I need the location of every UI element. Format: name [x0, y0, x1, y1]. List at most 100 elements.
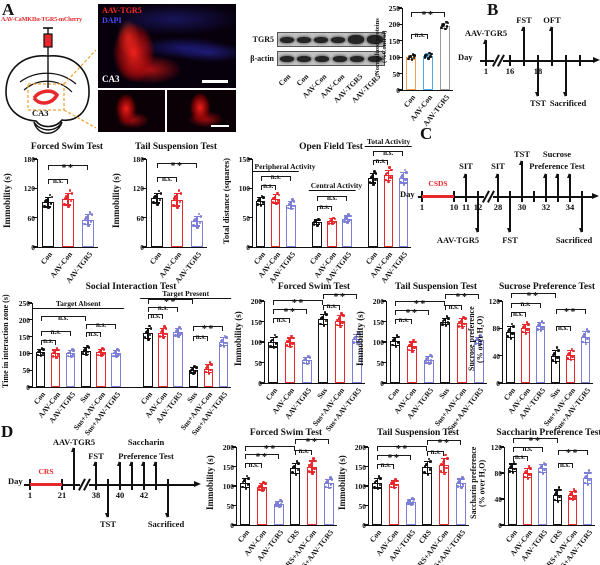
data-point: [406, 57, 410, 61]
data-point: [49, 202, 53, 206]
data-point: [430, 355, 434, 358]
bar-Con: [35, 352, 46, 387]
data-point: [295, 460, 299, 463]
error-bar-cap: [37, 349, 44, 351]
significance-label: **: [526, 291, 540, 303]
error-bar-cap: [425, 355, 432, 357]
data-point: [194, 369, 197, 373]
data-point: [457, 481, 460, 484]
data-point: [512, 460, 516, 464]
data-point: [444, 453, 447, 457]
significance-bracket: [295, 449, 312, 455]
data-point: [397, 335, 400, 339]
timeline-tick: [557, 191, 559, 203]
data-point: [279, 503, 283, 506]
y-tick-label: 50: [254, 358, 263, 368]
data-point: [275, 335, 278, 339]
data-point: [572, 488, 576, 491]
bar-AAV-Con: [271, 198, 281, 247]
timeline-tick: [465, 191, 467, 203]
data-point: [414, 340, 417, 344]
event-arrow: [523, 27, 525, 58]
significance-label: **: [395, 444, 409, 456]
data-point: [332, 216, 335, 220]
timeline-experiment-b: Day AAV-TGR5 FST OFT 1 16 18 TST Sacrificed: [452, 14, 600, 126]
y-tick-label: 100: [372, 338, 384, 347]
data-point: [572, 349, 575, 353]
timeline-text: 34: [565, 202, 575, 212]
significance-bracket: [157, 162, 197, 168]
data-point: [151, 201, 155, 204]
data-point: [508, 328, 511, 331]
data-point: [70, 355, 73, 359]
data-point: [277, 193, 281, 197]
data-point: [177, 335, 180, 338]
data-point: [526, 477, 530, 480]
data-point: [369, 176, 373, 179]
error-bar-cap: [325, 478, 332, 480]
timeline-break: [493, 54, 503, 68]
data-point: [410, 58, 414, 61]
significance-bracket: [395, 300, 446, 306]
error-bar: [478, 337, 480, 344]
y-tick-mark: [142, 217, 146, 219]
timeline-arrowhead: [592, 193, 599, 200]
data-point: [353, 336, 356, 340]
y-tick-label: 180: [132, 155, 144, 164]
y-tick-label: 100: [238, 184, 250, 194]
data-point: [557, 486, 561, 489]
y-tick-mark: [500, 498, 504, 500]
data-point: [440, 323, 444, 326]
data-point: [158, 334, 162, 338]
error-bar: [328, 479, 330, 488]
data-point: [344, 216, 348, 219]
blot-band: [366, 35, 383, 44]
chart-title: Tail Suspension Test: [134, 142, 218, 152]
data-point: [357, 338, 361, 342]
data-point: [582, 335, 585, 338]
error-bar: [196, 216, 198, 226]
error-bar: [460, 478, 462, 487]
plot-area: n.s. **: [142, 158, 207, 248]
data-point: [190, 367, 194, 371]
timeline-text: FST: [516, 15, 532, 25]
y-tick-label: 120: [132, 184, 144, 194]
data-point: [461, 482, 465, 486]
y-axis: 050100150200: [352, 444, 368, 529]
data-point: [413, 346, 416, 349]
data-point: [69, 199, 73, 203]
data-point: [584, 476, 587, 479]
error-bar-cap: [67, 350, 74, 352]
event-arrow: [509, 200, 511, 232]
event-arrow: [73, 448, 75, 482]
timeline-text: 11: [461, 202, 471, 212]
data-point: [311, 472, 314, 475]
data-point: [384, 173, 388, 176]
chart-body: Immobility (s)060120180n.s.**: [2, 154, 105, 251]
timeline-text: AAV-TGR5: [436, 235, 480, 245]
error-bar: [394, 337, 396, 346]
significance-bracket: [316, 196, 348, 202]
significance-label: n.s.: [58, 313, 69, 322]
timeline-tick: [477, 191, 479, 203]
data-point: [574, 489, 577, 493]
y-tick-label: 50: [392, 69, 401, 79]
data-point: [457, 325, 461, 328]
y-tick-mark: [382, 341, 386, 343]
data-point: [317, 217, 320, 221]
data-point: [85, 353, 88, 357]
data-point: [101, 352, 105, 355]
error-bar: [376, 478, 378, 488]
y-tick-label: 80: [494, 469, 503, 478]
error-bar-cap: [552, 360, 559, 362]
data-point: [325, 313, 328, 316]
timeline-text: 10: [449, 202, 459, 212]
significance-bracket: [411, 11, 445, 17]
significance-label: n.s.: [50, 328, 61, 337]
significance-bracket: [510, 302, 541, 308]
significance-label: **: [255, 452, 269, 464]
timeline-text: 1: [27, 490, 33, 500]
error-bar: [176, 193, 178, 206]
data-point: [446, 457, 449, 460]
data-point: [67, 205, 71, 208]
